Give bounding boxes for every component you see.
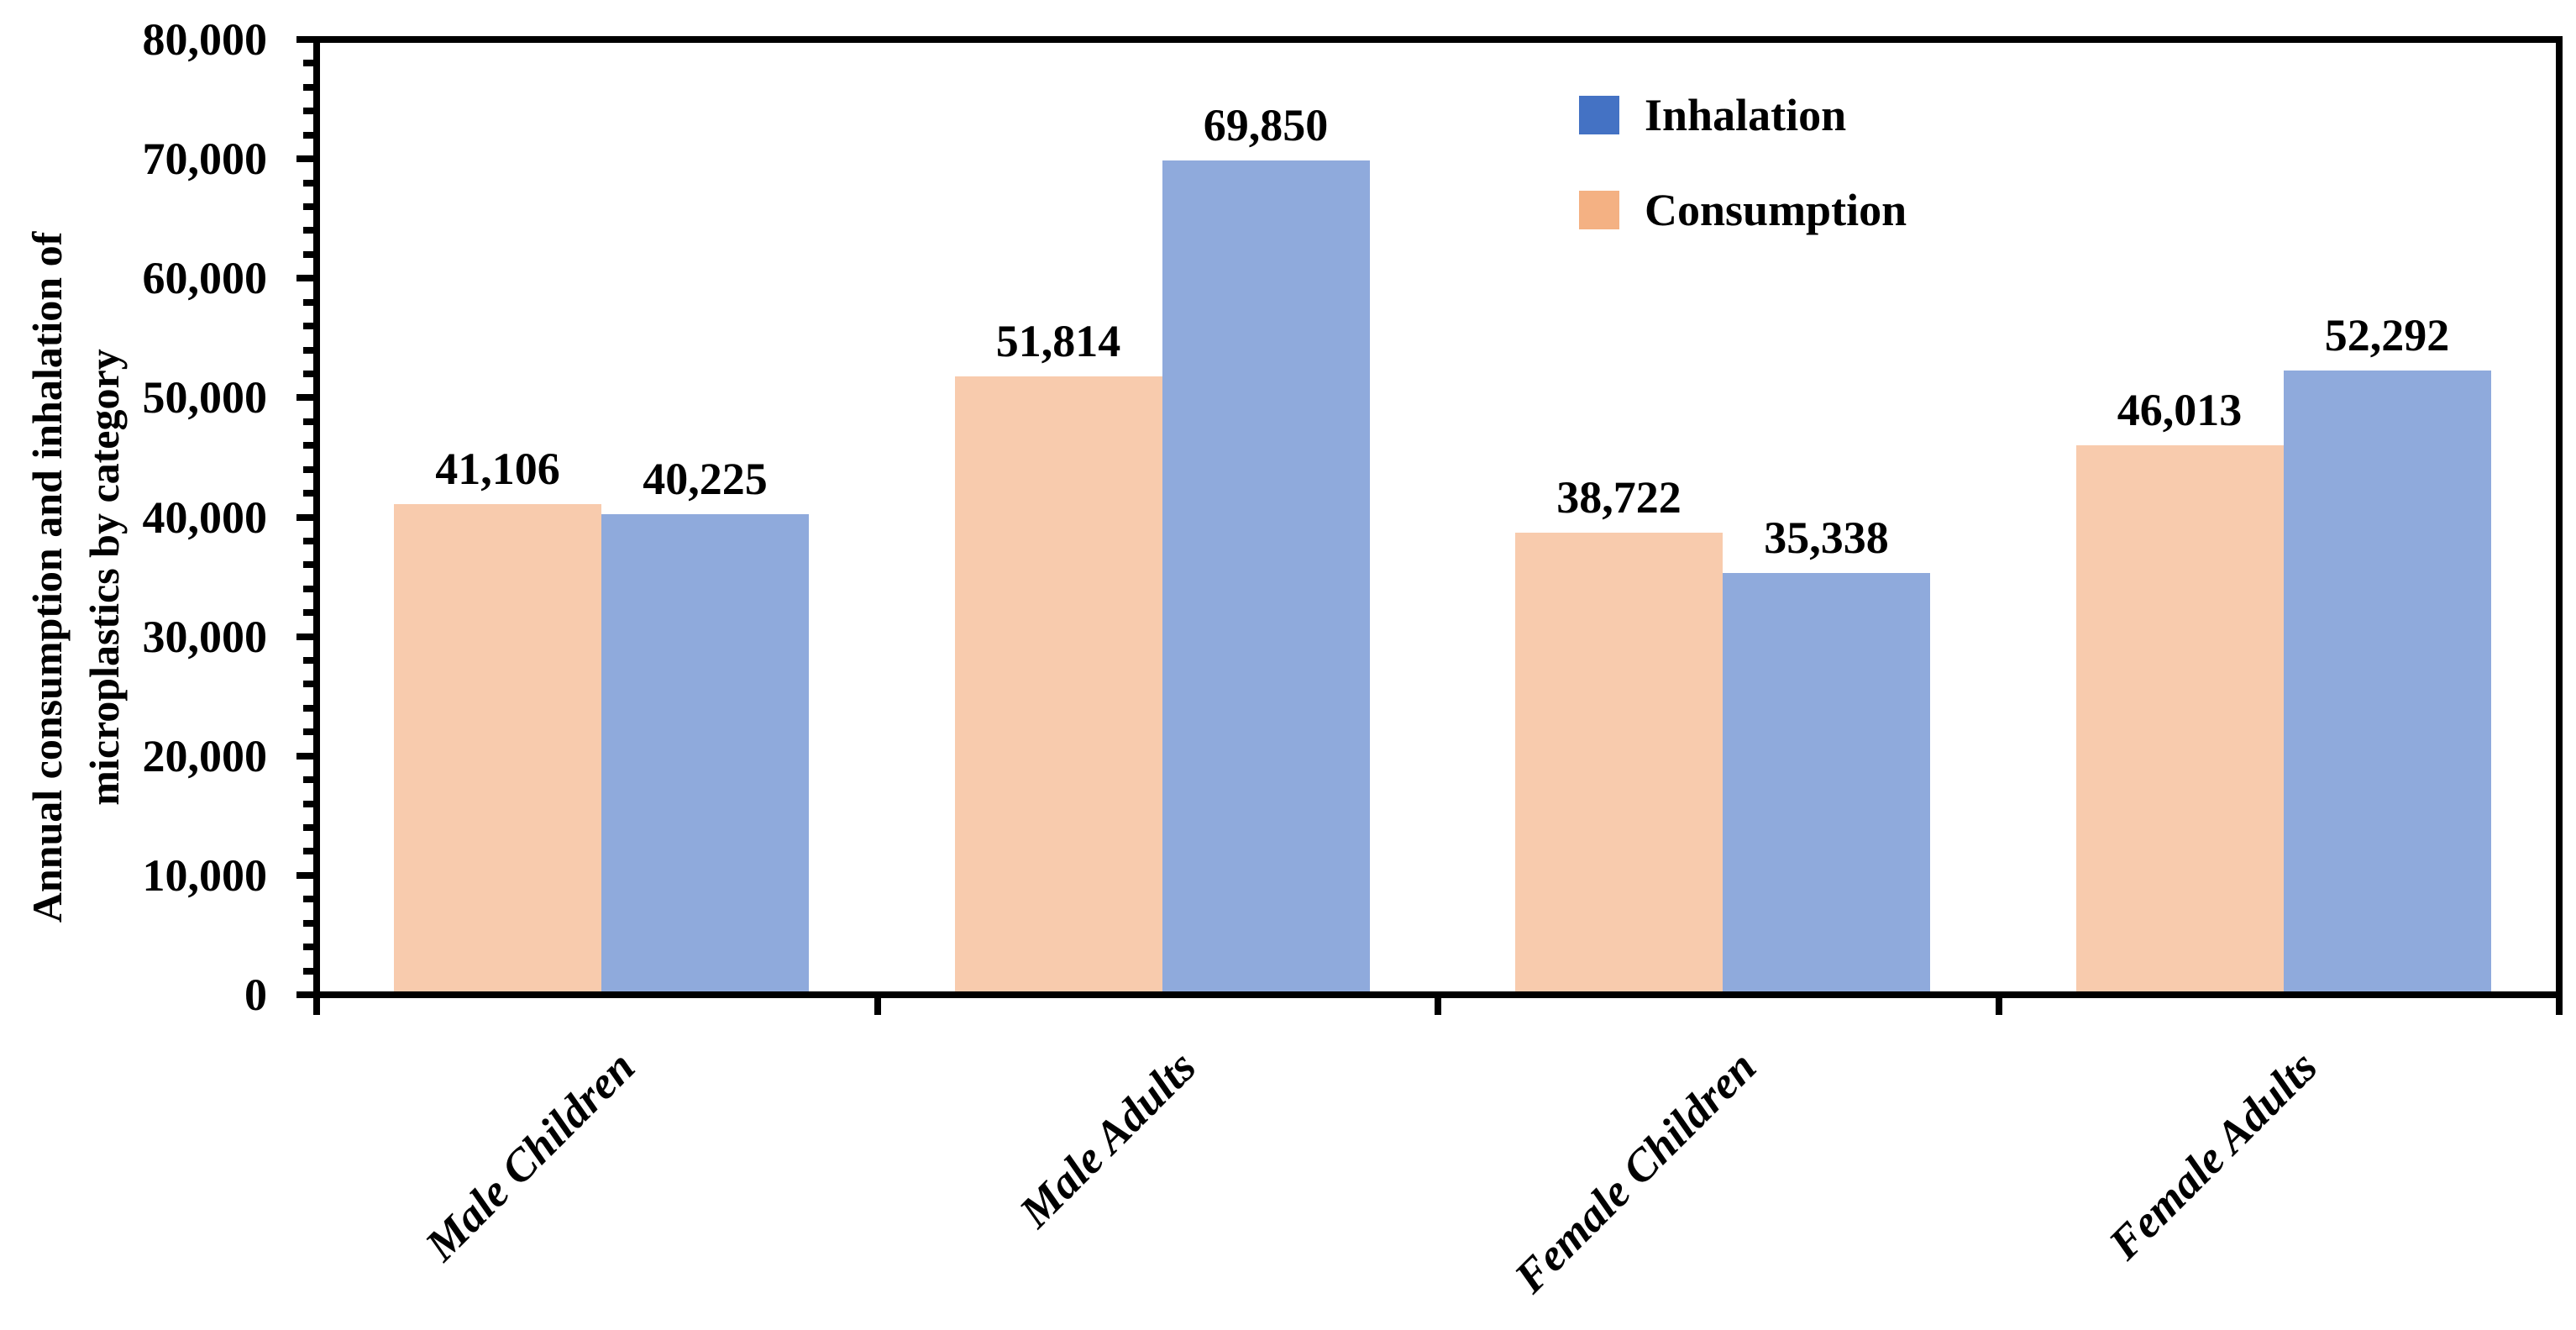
y-axis-minor-tick [303, 131, 313, 139]
y-axis-minor-tick [303, 60, 313, 67]
y-axis-tick-label: 80,000 [142, 14, 268, 65]
y-axis-minor-tick [303, 250, 313, 258]
data-label-inhalation-3: 52,292 [2324, 309, 2450, 360]
y-axis-minor-tick [303, 609, 313, 617]
y-axis-minor-tick [303, 537, 313, 544]
y-axis-minor-tick [303, 896, 313, 903]
y-axis-tick-label: 10,000 [142, 849, 268, 901]
x-axis-tick [874, 998, 881, 1015]
bar-inhalation-2 [1723, 572, 1930, 991]
y-axis-minor-tick [303, 227, 313, 234]
y-axis-minor-tick [303, 442, 313, 449]
y-axis-minor-tick [303, 561, 313, 569]
y-axis-major-tick [296, 513, 313, 521]
y-axis-title: Annual consumption and inhalation of mic… [18, 199, 133, 955]
y-axis-major-tick [296, 633, 313, 640]
data-label-consumption-0: 41,106 [435, 443, 560, 494]
y-axis-major-tick [296, 275, 313, 282]
y-axis-major-tick [296, 871, 313, 879]
y-axis-tick-label: 50,000 [142, 372, 268, 423]
y-axis-minor-tick [303, 681, 313, 688]
data-label-consumption-3: 46,013 [2117, 385, 2243, 436]
y-axis-minor-tick [303, 585, 313, 592]
y-axis-minor-tick [303, 346, 313, 354]
y-axis-minor-tick [303, 944, 313, 951]
y-axis-minor-tick [303, 465, 313, 473]
y-axis-minor-tick [303, 323, 313, 330]
bar-inhalation-1 [1162, 160, 1370, 991]
x-axis-tick [1995, 998, 2002, 1015]
y-axis-minor-tick [303, 704, 313, 712]
bar-consumption-1 [954, 376, 1162, 991]
y-axis-tick-label: 0 [244, 970, 267, 1020]
bar-inhalation-0 [601, 514, 809, 991]
legend-swatch-consumption [1579, 191, 1619, 229]
y-axis-tick-label: 70,000 [142, 134, 268, 185]
bar-consumption-2 [1515, 532, 1723, 991]
y-axis-title-line-2: microplastics by category [81, 349, 128, 806]
y-axis-minor-tick [303, 108, 313, 115]
y-axis-minor-tick [303, 418, 313, 425]
y-axis-major-tick [296, 991, 313, 998]
data-label-inhalation-2: 35,338 [1764, 512, 1889, 563]
y-axis-minor-tick [303, 776, 313, 784]
y-axis-minor-tick [303, 202, 313, 210]
bar-inhalation-3 [2283, 370, 2491, 991]
y-axis-minor-tick [303, 824, 313, 832]
y-axis-major-tick [296, 394, 313, 402]
y-axis-tick-label: 60,000 [142, 253, 268, 304]
y-axis-minor-tick [303, 728, 313, 736]
x-axis-label-2: Female Children [1504, 1041, 1766, 1303]
y-axis-minor-tick [303, 919, 313, 927]
y-axis-minor-tick [303, 967, 313, 975]
legend-label-consumption: Consumption [1645, 185, 1907, 235]
y-axis-title-line-1: Annual consumption and inhalation of [24, 231, 71, 923]
x-axis-label-0: Male Children [415, 1041, 645, 1270]
x-axis-tick [313, 998, 320, 1015]
y-axis-major-tick [296, 752, 313, 760]
data-label-consumption-2: 38,722 [1556, 471, 1681, 523]
y-axis-minor-tick [303, 370, 313, 377]
data-label-inhalation-1: 69,850 [1203, 100, 1329, 151]
y-axis-minor-tick [303, 83, 313, 91]
y-axis-minor-tick [303, 848, 313, 855]
bar-consumption-0 [394, 503, 601, 991]
legend-label-inhalation: Inhalation [1645, 90, 1847, 140]
y-axis-tick-label: 20,000 [142, 730, 268, 781]
legend-swatch-inhalation [1579, 96, 1619, 134]
y-axis-tick-label: 40,000 [142, 492, 268, 543]
y-axis-minor-tick [303, 657, 313, 665]
bar-consumption-3 [2075, 445, 2284, 991]
data-label-inhalation-0: 40,225 [643, 454, 768, 505]
y-axis-minor-tick [303, 490, 313, 497]
y-axis-minor-tick [303, 298, 313, 306]
y-axis-minor-tick [303, 800, 313, 807]
y-axis-minor-tick [303, 179, 313, 187]
x-axis-label-3: Female Adults [2098, 1041, 2327, 1270]
y-axis-major-tick [296, 155, 313, 163]
y-axis-major-tick [296, 36, 313, 43]
x-axis-label-1: Male Adults [1009, 1041, 1205, 1238]
x-axis-tick [1435, 998, 1441, 1015]
x-axis-tick [2556, 998, 2563, 1015]
y-axis-tick-label: 30,000 [142, 611, 268, 662]
data-label-consumption-1: 51,814 [995, 315, 1121, 366]
